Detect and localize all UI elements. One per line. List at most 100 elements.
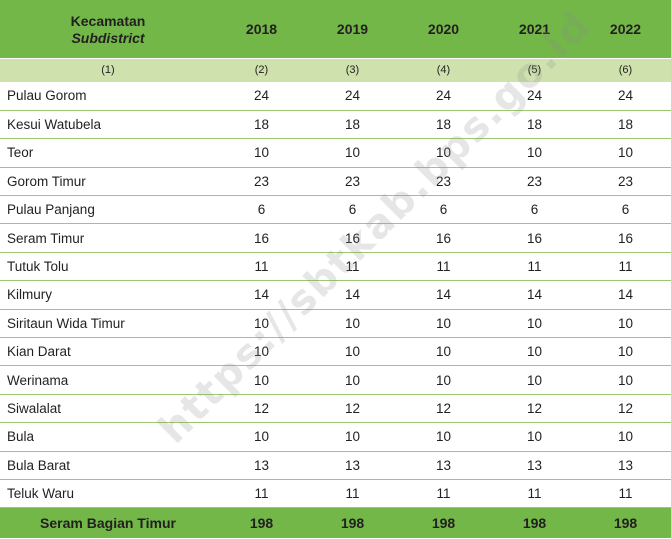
subdistrict-name: Teluk Waru [0,479,216,509]
table-cell-value: 24 [307,82,398,111]
year-header: 2022 [609,20,642,37]
table-cell-value: 10 [489,422,580,452]
subdistrict-name: Bula [0,422,216,452]
table-cell-value: 6 [216,195,307,225]
table-cell-value: 10 [489,365,580,395]
table-cell-value: 16 [307,223,398,253]
table-cell-value: 12 [398,394,489,424]
table-cell-value: 10 [580,309,671,339]
table-cell-value: 10 [489,337,580,367]
table-row: Tutuk Tolu 11 11 11 11 11 [0,252,671,282]
column-number-row: (1) (2) (3) (4) (5) (6) [0,58,671,82]
table-row: Siritaun Wida Timur 10 10 10 10 10 [0,309,671,339]
table-cell-value: 23 [216,167,307,197]
column-number: (4) [436,64,451,77]
column-number: (1) [101,64,115,77]
subdistrict-column-header: Kecamatan Subdistrict [0,0,216,58]
table-cell-value: 23 [307,167,398,197]
subdistrict-name: Tutuk Tolu [0,252,216,282]
table-cell-value: 10 [307,422,398,452]
year-header: 2018 [245,20,278,37]
table-cell-value: 10 [307,138,398,168]
subdistrict-name: Kesui Watubela [0,110,216,140]
subdistrict-name: Gorom Timur [0,167,216,197]
table-cell-value: 16 [580,223,671,253]
table-row: Bula Barat 13 13 13 13 13 [0,451,671,480]
table-cell-value: 23 [398,167,489,197]
table-cell-value: 6 [489,195,580,225]
table-cell-value: 11 [489,252,580,282]
table-cell-value: 10 [489,138,580,168]
table-cell-value: 13 [216,451,307,480]
table-cell-value: 24 [216,82,307,111]
column-title-en: Subdistrict [71,29,145,46]
table-cell-value: 11 [398,252,489,282]
table-cell-value: 14 [307,280,398,310]
table-row: Kesui Watubela 18 18 18 18 18 [0,110,671,140]
table-cell-value: 10 [307,309,398,339]
table-row: Pulau Gorom 24 24 24 24 24 [0,82,671,111]
table-cell-value: 10 [580,365,671,395]
table-cell-value: 12 [216,394,307,424]
table-cell-value: 12 [489,394,580,424]
table-cell-value: 14 [489,280,580,310]
table-cell-value: 10 [398,422,489,452]
total-value: 198 [431,515,456,532]
table-cell-value: 12 [307,394,398,424]
table-cell-value: 23 [580,167,671,197]
table-cell-value: 10 [489,309,580,339]
year-header: 2019 [336,20,369,37]
subdistrict-name: Teor [0,138,216,168]
table-cell-value: 13 [489,451,580,480]
subdistrict-name: Bula Barat [0,451,216,480]
table-cell-value: 23 [489,167,580,197]
table-cell-value: 18 [398,110,489,140]
column-number: (6) [618,64,633,77]
table-cell-value: 14 [216,280,307,310]
table-cell-value: 16 [216,223,307,253]
table-cell-value: 11 [398,479,489,509]
table-cell-value: 10 [216,138,307,168]
column-number: (5) [527,64,542,77]
total-value: 198 [249,515,274,532]
subdistrict-name: Pulau Gorom [0,82,216,111]
table-cell-value: 10 [216,422,307,452]
table-cell-value: 10 [398,138,489,168]
table-cell-value: 10 [307,365,398,395]
subdistrict-name: Kian Darat [0,337,216,367]
table-cell-value: 16 [398,223,489,253]
table-cell-value: 10 [307,337,398,367]
table-cell-value: 14 [398,280,489,310]
table-cell-value: 18 [489,110,580,140]
table-cell-value: 13 [398,451,489,480]
table-row: Teluk Waru 11 11 11 11 11 [0,479,671,509]
subdistrict-name: Kilmury [0,280,216,310]
column-number: (2) [254,64,269,77]
table-row: Kilmury 14 14 14 14 14 [0,280,671,310]
table-cell-value: 13 [307,451,398,480]
table-cell-value: 11 [580,252,671,282]
subdistrict-name: Pulau Panjang [0,195,216,225]
table-row: Seram Timur 16 16 16 16 16 [0,223,671,253]
table-cell-value: 11 [216,479,307,509]
table-cell-value: 10 [216,365,307,395]
table-cell-value: 16 [489,223,580,253]
table-row: Teor 10 10 10 10 10 [0,138,671,168]
table-cell-value: 18 [580,110,671,140]
table-cell-value: 10 [398,337,489,367]
subdistrict-name: Siwalalat [0,394,216,424]
table-cell-value: 10 [216,337,307,367]
table-row: Werinama 10 10 10 10 10 [0,365,671,395]
table-cell-value: 10 [580,422,671,452]
table-row: Siwalalat 12 12 12 12 12 [0,394,671,424]
table-cell-value: 10 [398,365,489,395]
table-cell-value: 24 [580,82,671,111]
table-cell-value: 10 [580,337,671,367]
table-cell-value: 10 [580,138,671,168]
total-value: 198 [340,515,365,532]
year-header: 2021 [518,20,551,37]
header-row: Kecamatan Subdistrict 2018 2019 2020 202… [0,0,671,58]
table-cell-value: 10 [398,309,489,339]
table-cell-value: 18 [216,110,307,140]
